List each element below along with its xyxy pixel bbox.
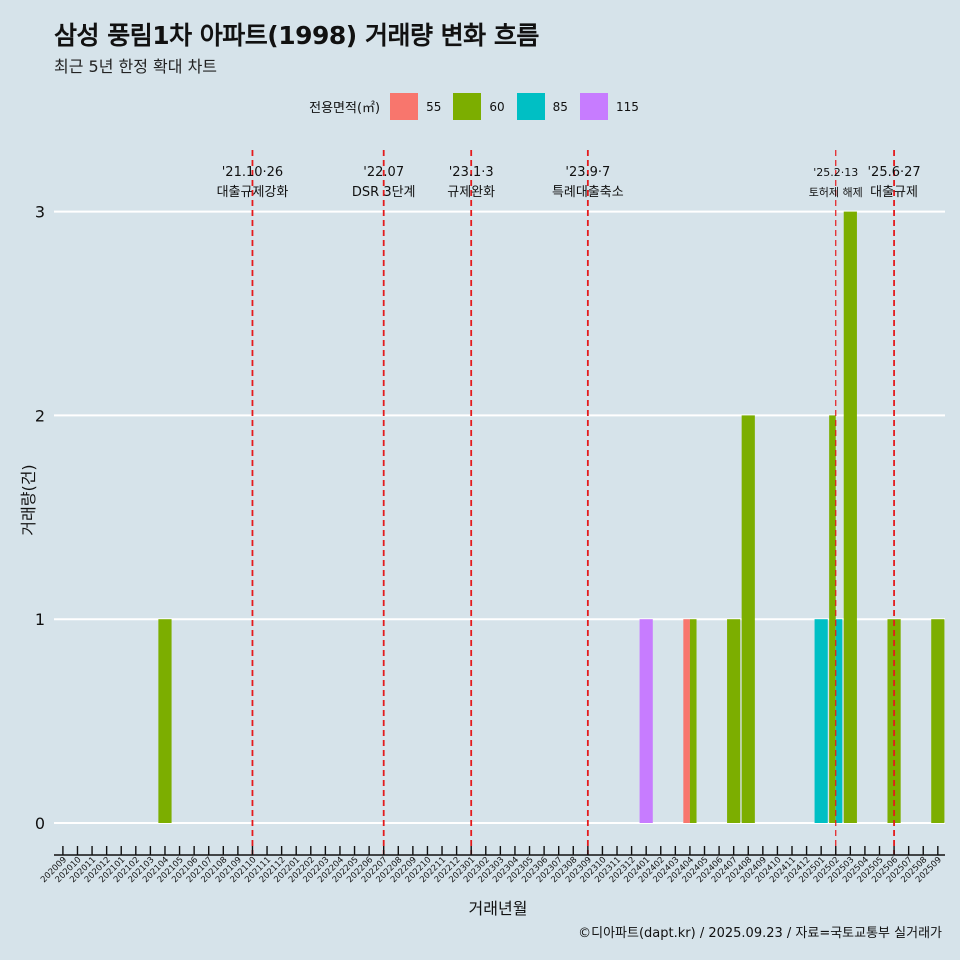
annotation-date-2: '23.1·3	[449, 165, 494, 180]
bar-202407-60	[727, 619, 741, 823]
annotation-label-1: DSR 3단계	[352, 185, 416, 200]
annotation-label-3: 특례대출축소	[552, 185, 624, 200]
legend-title: 전용면적(㎡)	[309, 101, 381, 116]
annotation-date-4: '25.2·13	[813, 166, 858, 179]
bar-202502-60	[829, 415, 836, 823]
annotation-date-3: '23.9·7	[565, 165, 610, 180]
y-axis-title: 거래량(건)	[19, 464, 38, 535]
legend-swatch-115	[579, 93, 608, 120]
y-tick-label-2: 2	[35, 406, 45, 425]
legend-item-115: 115	[579, 93, 639, 120]
legend-item-55: 55	[390, 93, 441, 120]
bar-202502-85	[835, 619, 843, 823]
bar-202509-60	[931, 619, 945, 823]
bar-202401-115	[639, 619, 653, 823]
legend-item-60: 60	[453, 93, 505, 120]
caption: ©디아파트(dapt.kr) / 2025.09.23 / 자료=국토교통부 실…	[578, 926, 942, 941]
legend-label-85: 85	[552, 99, 568, 114]
y-tick-label-3: 3	[35, 203, 45, 222]
bar-202104-60	[158, 619, 172, 823]
y-tick-label-1: 1	[35, 610, 45, 629]
bar-202501-85	[814, 619, 828, 823]
chart-title: 삼성 풍림1차 아파트(1998) 거래량 변화 흐름	[54, 21, 539, 50]
legend-swatch-55	[390, 93, 419, 120]
annotation-date-5: '25.6·27	[867, 165, 920, 180]
legend: 전용면적(㎡) 55 60 85 115	[0, 93, 960, 120]
legend-label-60: 60	[489, 99, 505, 114]
legend-swatch-60	[453, 93, 482, 120]
annotation-label-0: 대출규제강화	[217, 185, 289, 200]
bar-202404-60	[689, 619, 697, 823]
bar-202408-60	[741, 415, 755, 823]
x-axis-title: 거래년월	[469, 899, 528, 918]
annotation-date-1: '22.07	[363, 165, 404, 180]
bar-202404-55	[683, 619, 690, 823]
annotation-label-5: 대출규제	[870, 185, 918, 200]
legend-label-115: 115	[615, 99, 639, 114]
legend-swatch-85	[516, 93, 545, 120]
y-tick-label-0: 0	[35, 814, 45, 833]
annotation-label-4: 토허제 해제	[809, 185, 863, 199]
legend-label-55: 55	[426, 99, 442, 114]
chart-subtitle: 최근 5년 한정 확대 차트	[54, 57, 218, 76]
legend-item-85: 85	[516, 93, 568, 120]
bar-202503-60	[843, 211, 857, 824]
annotation-date-0: '21.10·26	[222, 165, 283, 180]
annotation-label-2: 규제완화	[447, 185, 495, 200]
